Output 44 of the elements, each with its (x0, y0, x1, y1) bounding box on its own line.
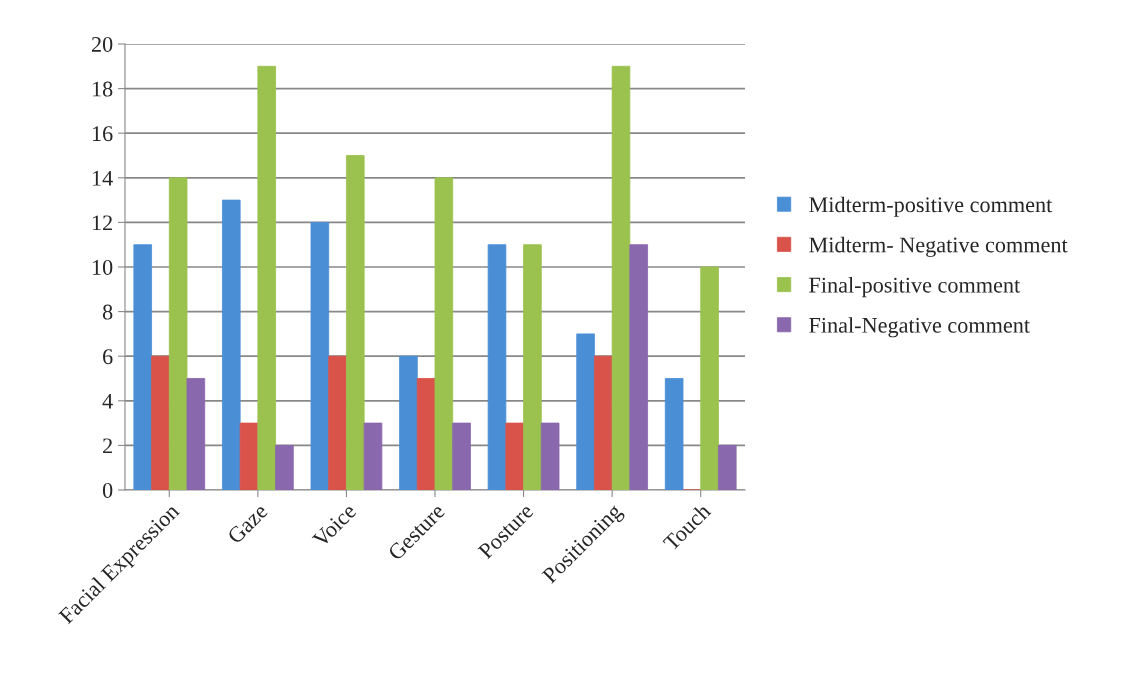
bar (310, 221, 330, 490)
y-tick-label: 8 (102, 304, 113, 320)
bar (434, 177, 454, 490)
bar (664, 378, 684, 490)
bar (133, 244, 152, 490)
x-tick-label: Voice (311, 502, 358, 549)
bar (505, 422, 524, 490)
y-tick-label: 2 (103, 438, 112, 454)
y-tick-label: 0 (102, 482, 113, 498)
y-tick-label: 12 (92, 215, 112, 231)
bar (186, 378, 206, 490)
bar (328, 355, 347, 490)
bar (487, 244, 507, 490)
x-tick-label: Gaze (226, 502, 269, 545)
bar (257, 65, 276, 490)
bar (718, 444, 737, 490)
bar (523, 244, 542, 490)
bar (168, 177, 188, 490)
bar (151, 355, 170, 490)
y-tick-label: 10 (92, 259, 113, 275)
legend-label: Final-Negative comment (809, 317, 1030, 338)
y-tick-label: 20 (91, 36, 113, 52)
y-tick-label: 18 (92, 81, 113, 97)
y-tick-label: 4 (102, 393, 113, 409)
bar (416, 378, 436, 490)
bar (540, 422, 560, 490)
y-tick-label: 6 (103, 349, 113, 365)
bar (700, 266, 719, 490)
bar (222, 199, 241, 490)
bar (275, 444, 294, 490)
y-tick-label: 14 (92, 170, 113, 186)
legend-label: Final-positive comment (809, 277, 1021, 298)
legend-label: Midterm-positive comment (809, 196, 1053, 217)
bar (239, 422, 259, 490)
bar (363, 422, 383, 490)
bar (611, 65, 631, 490)
bar (452, 422, 471, 490)
legend-label: Midterm- Negative comment (809, 236, 1068, 257)
bar (629, 244, 648, 490)
bar (399, 355, 418, 490)
bar (346, 155, 365, 490)
bar (576, 333, 595, 490)
y-tick-label: 16 (92, 126, 113, 142)
bar (594, 355, 613, 490)
